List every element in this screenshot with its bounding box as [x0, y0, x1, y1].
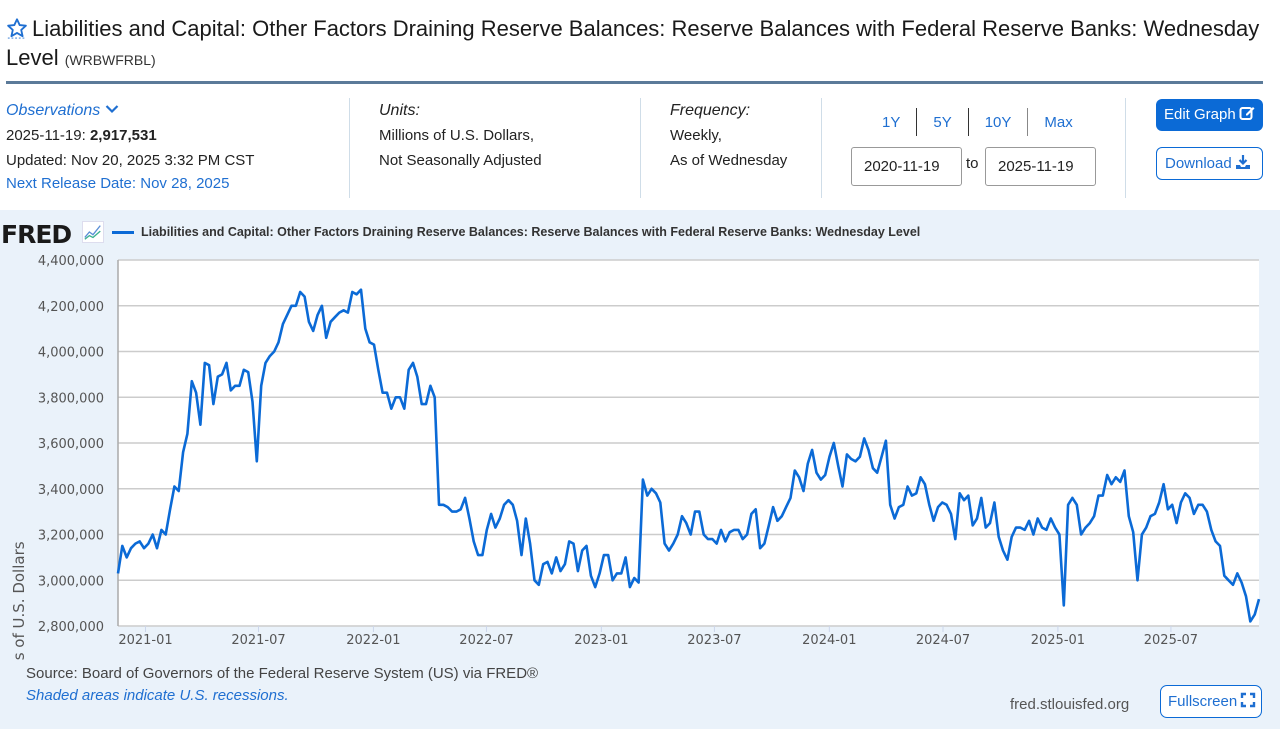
latest-observation: 2025-11-19: 2,917,531: [6, 127, 157, 144]
divider: [349, 98, 350, 198]
line-chart: 2,800,000 3,000,000 3,200,000 3,400,000 3,60…: [10, 254, 1261, 660]
divider: [1125, 98, 1126, 198]
x-axis: 2021-01 2021-07 2022-01 2022-07 2023-01 2023-…: [118, 626, 1198, 648]
updated-text: Updated: Nov 20, 2025 3:32 PM CST: [6, 152, 255, 169]
units-panel: Units: Millions of U.S. Dollars, Not Sea…: [379, 98, 542, 173]
start-date-input[interactable]: 2020-11-19: [851, 147, 962, 186]
to-label: to: [966, 155, 979, 172]
y-axis: 2,800,000 3,000,000 3,200,000 3,400,000 3,60…: [38, 254, 104, 635]
x-tick-label: 2023-07: [687, 633, 741, 648]
legend-swatch: [112, 230, 134, 234]
legend-label: Liabilities and Capital: Other Factors D…: [141, 225, 921, 239]
y-tick-label: 4,000,000: [38, 346, 104, 361]
x-tick-label: 2023-01: [574, 633, 628, 648]
x-tick-label: 2025-01: [1031, 633, 1085, 648]
y-tick-label: 4,200,000: [38, 300, 104, 315]
sparkline-icon: [82, 221, 104, 243]
y-tick-label: 3,600,000: [38, 437, 104, 452]
observations-panel: Observations 2025-11-19: 2,917,531 Updat…: [6, 98, 254, 195]
x-tick-label: 2025-07: [1144, 633, 1198, 648]
x-tick-label: 2022-01: [346, 633, 400, 648]
observations-toggle[interactable]: Observations: [6, 98, 254, 123]
series-id: (WRBWFRBL): [64, 52, 156, 68]
frequency-label: Frequency:: [670, 102, 751, 119]
units-line2: Not Seasonally Adjusted: [379, 152, 542, 169]
divider: [1027, 108, 1029, 136]
chevron-down-icon: [105, 105, 118, 114]
y-tick-label: 3,800,000: [38, 391, 104, 406]
divider: [640, 98, 641, 198]
frequency-line1: Weekly,: [670, 127, 722, 144]
next-release-link[interactable]: Next Release Date: Nov 28, 2025: [6, 175, 230, 192]
divider: [967, 108, 969, 136]
y-tick-label: 2,800,000: [38, 620, 104, 635]
series-title: Liabilities and Capital: Other Factors D…: [6, 16, 1260, 70]
download-button[interactable]: Download: [1156, 147, 1263, 180]
y-tick-label: 3,000,000: [38, 574, 104, 589]
frequency-panel: Frequency: Weekly, As of Wednesday: [670, 98, 787, 173]
edit-icon: [1239, 107, 1255, 120]
y-axis-label: Millions of U.S. Dollars: [10, 541, 28, 660]
fred-logo: FRED: [1, 220, 72, 249]
chart-legend: Liabilities and Capital: Other Factors D…: [112, 225, 920, 239]
source-text: Source: Board of Governors of the Federa…: [26, 665, 539, 682]
divider: [916, 108, 918, 136]
page-title: Liabilities and Capital: Other Factors D…: [6, 14, 1266, 75]
divider: [821, 98, 822, 198]
range-5y-button[interactable]: 5Y: [933, 113, 952, 131]
star-icon[interactable]: [6, 17, 28, 39]
units-line1: Millions of U.S. Dollars,: [379, 127, 535, 144]
x-tick-label: 2024-07: [916, 633, 970, 648]
range-buttons: 1Y 5Y 10Y Max: [866, 108, 1089, 136]
frequency-line2: As of Wednesday: [670, 152, 788, 169]
grid: [117, 259, 1259, 627]
x-tick-label: 2022-07: [459, 633, 513, 648]
units-label: Units:: [379, 102, 420, 119]
y-tick-label: 3,200,000: [38, 529, 104, 544]
end-date-input[interactable]: 2025-11-19: [985, 147, 1096, 186]
title-divider: [6, 81, 1263, 84]
download-icon: [1235, 155, 1250, 169]
range-1y-button[interactable]: 1Y: [882, 113, 901, 131]
x-tick-label: 2024-01: [802, 633, 856, 648]
range-10y-button[interactable]: 10Y: [984, 113, 1012, 131]
edit-graph-button[interactable]: Edit Graph: [1156, 99, 1263, 131]
x-tick-label: 2021-01: [118, 633, 172, 648]
y-tick-label: 4,400,000: [38, 254, 104, 269]
range-max-button[interactable]: Max: [1044, 113, 1073, 131]
recessions-note[interactable]: Shaded areas indicate U.S. recessions.: [26, 687, 289, 704]
y-tick-label: 3,400,000: [38, 483, 104, 498]
x-tick-label: 2021-07: [231, 633, 285, 648]
fullscreen-icon: [1241, 692, 1256, 708]
fullscreen-button[interactable]: Fullscreen: [1160, 685, 1262, 718]
series-line: [116, 288, 1261, 623]
site-link[interactable]: fred.stlouisfed.org: [1010, 696, 1130, 713]
